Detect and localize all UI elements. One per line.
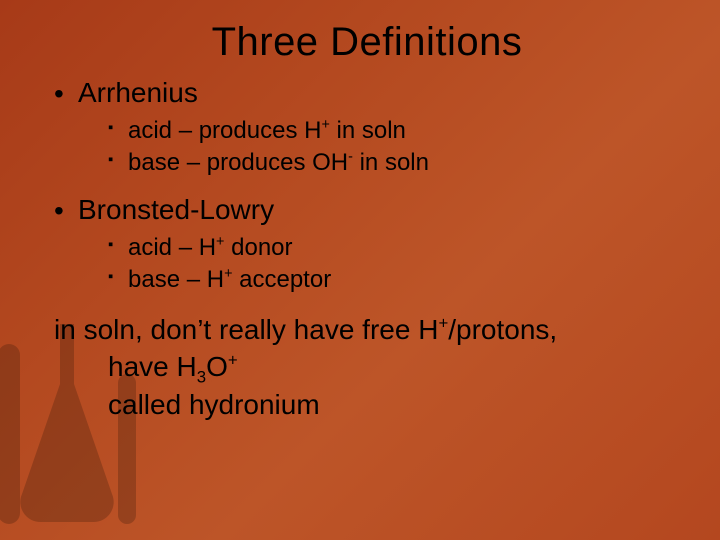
list-item: base – H+ acceptor	[108, 264, 680, 296]
text: have H	[108, 351, 197, 382]
text: base – produces OH	[128, 149, 348, 176]
list-item: base – produces OH- in soln	[108, 147, 680, 179]
text: acid – produces H	[128, 117, 321, 144]
text: in soln	[353, 149, 429, 176]
text: called hydronium	[54, 386, 680, 424]
list-item: acid – produces H+ in soln	[108, 115, 680, 147]
slide-content: Three Definitions Arrhenius acid – produ…	[0, 0, 720, 424]
text: acid – H	[128, 234, 216, 261]
slide-title: Three Definitions	[54, 20, 680, 65]
definition-bronsted-lowry: Bronsted-Lowry acid – H+ donor base – H+…	[54, 194, 680, 297]
definition-arrhenius: Arrhenius acid – produces H+ in soln bas…	[54, 77, 680, 180]
text: in soln	[330, 117, 406, 144]
text: acceptor	[232, 266, 331, 293]
footnote: in soln, don’t really have free H+/proto…	[54, 311, 680, 424]
text: base – H	[128, 266, 224, 293]
subscript: 3	[197, 368, 206, 387]
definitions-list: Arrhenius acid – produces H+ in soln bas…	[54, 77, 680, 297]
text: donor	[224, 234, 292, 261]
definition-name: Bronsted-Lowry	[78, 194, 274, 225]
arrhenius-items: acid – produces H+ in soln base – produc…	[78, 115, 680, 180]
definition-name: Arrhenius	[78, 77, 198, 108]
superscript: +	[228, 351, 238, 370]
bronsted-lowry-items: acid – H+ donor base – H+ acceptor	[78, 232, 680, 297]
slide: Three Definitions Arrhenius acid – produ…	[0, 0, 720, 540]
text: O	[206, 351, 228, 382]
text: in soln, don’t really have free H	[54, 314, 438, 345]
superscript: +	[438, 313, 448, 332]
superscript: +	[321, 117, 329, 133]
list-item: acid – H+ donor	[108, 232, 680, 264]
text: /protons,	[448, 314, 557, 345]
